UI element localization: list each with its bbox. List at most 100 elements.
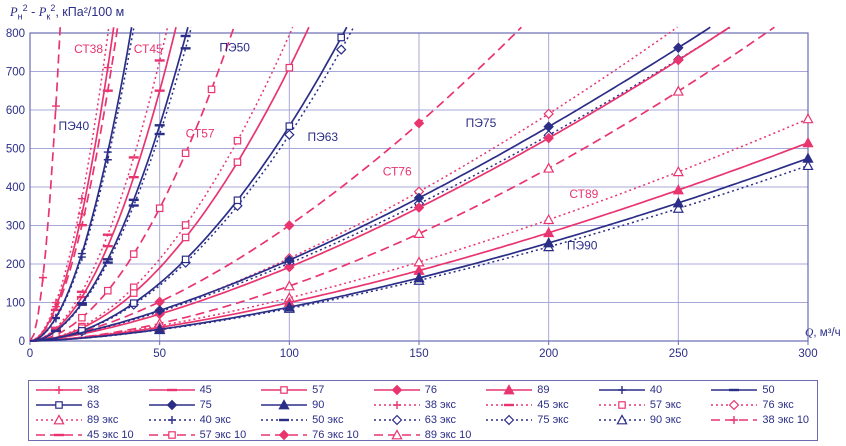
marker-plus [167, 415, 176, 424]
y-axis-title-var2: P [38, 5, 47, 20]
curve-label-ПЭ75: ПЭ75 [466, 116, 497, 130]
marker-plus [51, 302, 60, 311]
legend-item-63-экс: 63 экс [367, 412, 480, 427]
x-tick-label: 100 [280, 348, 299, 360]
marker-triangle-open [413, 227, 425, 238]
curve-75-экс [29, 26, 731, 342]
curve-label-ПЭ63: ПЭ63 [307, 130, 338, 144]
legend-sample-76-экс-10 [261, 429, 308, 440]
legend-sample-89-экс [36, 413, 82, 424]
marker-diamond-open [335, 44, 347, 55]
series-50 [29, 26, 191, 342]
marker-triangle [672, 184, 684, 195]
curve-57 [29, 26, 310, 342]
marker-plus [103, 63, 112, 72]
y-tick-label: 600 [6, 105, 25, 117]
series-38 [29, 27, 115, 342]
marker-diamond [543, 132, 554, 144]
marker-plus [38, 273, 47, 282]
marker-square-open [285, 63, 294, 72]
legend-item-89: 89 [479, 382, 592, 397]
curve-label-СТ76: СТ76 [383, 164, 412, 178]
legend-label: 63 экс [424, 413, 457, 426]
marker-triangle-open [616, 413, 628, 424]
marker-triangle-open [283, 280, 295, 291]
marker-triangle [278, 398, 290, 409]
legend-item-57-экс-10: 57 экс 10 [142, 427, 255, 442]
marker-diamond [284, 220, 295, 231]
marker-square-open [78, 313, 86, 322]
legend-label: 50 экс [312, 413, 344, 426]
marker-triangle-open [672, 165, 684, 177]
marker-plus [77, 209, 86, 218]
marker-square-open [129, 250, 138, 258]
curve-40-экс [29, 27, 135, 342]
series-57-экс-10 [29, 26, 235, 342]
marker-square-open [618, 400, 626, 409]
marker-triangle [802, 152, 814, 163]
marker-triangle-open [53, 413, 65, 424]
marker-square-open [129, 299, 138, 307]
marker-square-open [78, 327, 86, 335]
marker-diamond [284, 254, 295, 266]
marker-diamond [154, 296, 165, 308]
marker-triangle-open [543, 162, 555, 173]
marker-square-open [181, 149, 190, 158]
x-tick-label: 150 [409, 348, 428, 360]
legend-label: 75 [199, 398, 212, 411]
marker-triangle-open [672, 202, 684, 213]
marker-square-open [207, 85, 216, 94]
marker-square-open [55, 400, 63, 409]
marker-triangle [154, 323, 166, 334]
legend-sample-63-экс [373, 414, 420, 425]
marker-plus [617, 385, 626, 394]
marker-square-open [233, 136, 242, 145]
marker-square-open [155, 204, 164, 213]
x-axis-title: Q, м³/ч [805, 327, 841, 339]
marker-square-open [233, 158, 242, 166]
marker-diamond [673, 42, 684, 53]
marker-square-open [167, 430, 176, 439]
legend-sample-40 [598, 385, 645, 394]
legend-label: 76 [424, 383, 437, 396]
legend-label: 45 экс [537, 398, 569, 411]
legend: 38 45 57 76 89 40 50 63 75 90 38 экс 45 экс 57 экс 76… [28, 380, 818, 441]
y-axis-title: Pн2 - Pк2, кПа²/100 м [10, 3, 125, 22]
x-tick-label: 50 [153, 348, 166, 360]
marker-diamond [278, 429, 290, 440]
marker-diamond [284, 261, 295, 273]
curve-label-ПЭ90: ПЭ90 [567, 238, 598, 252]
legend-label: 57 экс 10 [199, 428, 247, 441]
series-63-экс [29, 26, 355, 342]
marker-triangle [802, 136, 814, 148]
legend-label: 90 экс [649, 413, 682, 426]
legend-label: 45 экс 10 [87, 428, 134, 441]
y-tick-label: 200 [6, 259, 25, 271]
legend-sample-45-экс [486, 403, 533, 406]
legend-label: 63 [87, 398, 100, 411]
marker-plus [103, 155, 112, 164]
legend-item-50: 50 [704, 382, 817, 397]
curve-57-экс-10 [29, 26, 235, 342]
series-57-экс [29, 26, 294, 342]
curve-76 [29, 26, 731, 342]
legend-sample-57 [261, 385, 308, 394]
legend-item-75: 75 [142, 397, 255, 412]
marker-square-open [337, 33, 346, 42]
legend-sample-90-экс [598, 413, 645, 424]
curve-57-экс [29, 26, 294, 342]
legend-item-89-экс-10: 89 экс 10 [367, 427, 480, 442]
legend-sample-45-экс-10 [36, 433, 82, 436]
legend-label: 50 [762, 383, 775, 396]
marker-triangle [543, 226, 555, 238]
legend-sample-76 [373, 384, 420, 395]
legend-label: 45 [199, 383, 212, 396]
marker-diamond-open [543, 108, 554, 120]
y-tick-label: 500 [6, 144, 25, 156]
marker-plus [103, 148, 112, 157]
marker-triangle [672, 197, 684, 208]
marker-triangle [503, 383, 515, 394]
marker-diamond-open [284, 129, 295, 140]
marker-diamond [543, 121, 554, 132]
